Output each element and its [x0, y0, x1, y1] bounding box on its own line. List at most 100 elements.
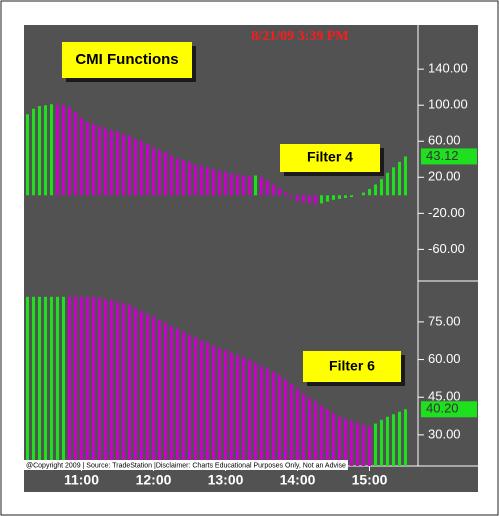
bar [164, 322, 167, 466]
bar [116, 301, 119, 466]
bar [338, 416, 341, 466]
y-tick-label: 45.00 [428, 389, 461, 404]
bar [392, 414, 395, 466]
bar [74, 112, 77, 196]
bar [92, 124, 95, 196]
y-tick-label: 20.00 [428, 169, 461, 184]
bar [104, 128, 107, 196]
bar [44, 105, 47, 196]
bar [296, 195, 299, 201]
bar [212, 345, 215, 466]
bar [80, 117, 83, 196]
bar [230, 352, 233, 466]
y-tick-label: 30.00 [428, 426, 461, 441]
bar [74, 296, 77, 466]
bar [398, 411, 401, 466]
bar [86, 122, 89, 196]
bar [176, 158, 179, 196]
bar [368, 188, 371, 196]
x-tick-label: 14:00 [280, 472, 316, 488]
last-value-box [421, 148, 477, 165]
bar [308, 397, 311, 466]
x-tick-label: 11:00 [64, 472, 99, 488]
bar [224, 171, 227, 196]
bar [146, 313, 149, 466]
bar [278, 188, 281, 196]
bar [326, 195, 329, 202]
footnote: @Copyright 2009 | Source: TradeStation |… [26, 462, 346, 469]
bar [194, 164, 197, 196]
bar [62, 296, 65, 466]
bar [62, 105, 65, 196]
label-box [280, 144, 380, 172]
bar [218, 348, 221, 466]
annotation: Filter 4 [307, 149, 353, 165]
bar [386, 416, 389, 466]
bar [140, 310, 143, 466]
bar [344, 195, 347, 199]
bar [128, 135, 131, 196]
x-tick-label: 12:00 [136, 472, 172, 488]
bar [158, 319, 161, 466]
bar [128, 304, 131, 466]
bar [152, 147, 155, 196]
annotation: Filter 6 [329, 358, 375, 374]
bar [338, 195, 341, 199]
bar [320, 405, 323, 466]
bar [32, 296, 35, 466]
y-tick-label: 75.00 [428, 313, 461, 328]
bar [302, 195, 305, 203]
bar [32, 108, 35, 196]
bar [158, 150, 161, 196]
bar [350, 420, 353, 466]
bar [242, 357, 245, 466]
bar [284, 192, 287, 196]
y-tick-label: -20.00 [428, 205, 465, 220]
bar [194, 337, 197, 466]
bar [116, 131, 119, 196]
bar [362, 424, 365, 466]
bar [224, 350, 227, 466]
bar [212, 169, 215, 196]
bar [56, 296, 59, 466]
bar [152, 316, 155, 466]
bar [140, 141, 143, 196]
bar [170, 325, 173, 466]
bar [26, 296, 29, 466]
bar [314, 195, 317, 205]
y-tick-label: 100.00 [428, 97, 468, 112]
bar [398, 161, 401, 196]
bar [362, 192, 365, 196]
bar [272, 371, 275, 466]
bar [374, 423, 377, 466]
bar [320, 195, 323, 204]
bar [326, 409, 329, 466]
bar [188, 334, 191, 466]
bar [104, 299, 107, 466]
bar [98, 125, 101, 196]
bar [368, 426, 371, 466]
bar [110, 130, 113, 196]
bar [50, 296, 53, 466]
bar [230, 173, 233, 196]
label-box [62, 42, 192, 78]
bar [236, 174, 239, 196]
bar [98, 297, 101, 466]
bar [44, 296, 47, 466]
bar [302, 393, 305, 466]
last-value-label: 40.20 [426, 401, 459, 416]
bar [290, 195, 293, 198]
bar [206, 342, 209, 466]
bar [374, 184, 377, 196]
bar [122, 134, 125, 196]
last-value-box [421, 401, 477, 418]
bar [200, 339, 203, 466]
footnote-background [24, 460, 348, 470]
last-value-label: 43.12 [426, 148, 459, 163]
bar [290, 384, 293, 466]
bar [314, 401, 317, 466]
label-box [303, 351, 401, 382]
bar [218, 170, 221, 196]
bar [68, 296, 71, 466]
